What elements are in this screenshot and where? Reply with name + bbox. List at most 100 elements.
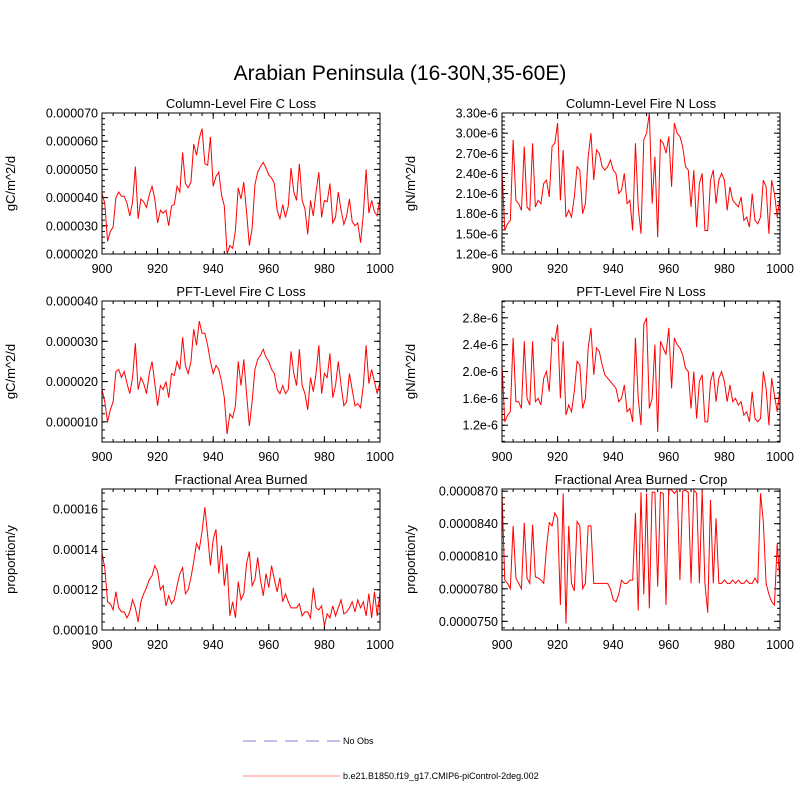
y-tick-label: 2.40e-6	[456, 167, 498, 181]
legend-label-no-obs: No Obs	[343, 736, 374, 746]
y-axis-label: gC/m^2/d	[3, 156, 18, 211]
y-tick-label: 0.00012	[53, 583, 98, 597]
plot-frame	[501, 112, 781, 255]
x-tick-label: 900	[492, 638, 513, 652]
legend-label-model: b.e21.B1850.f19_g17.CMIP6-piControl-2deg…	[343, 771, 539, 781]
chart-title: Fractional Area Burned	[175, 472, 308, 487]
figure-title: Arabian Peninsula (16-30N,35-60E)	[234, 62, 567, 85]
x-tick-label: 1000	[766, 262, 794, 276]
x-tick-label: 940	[203, 638, 224, 652]
y-tick-label: 3.00e-6	[456, 127, 498, 141]
y-tick-label: 1.6e-6	[463, 392, 498, 406]
y-axis-label: gN/m^2/d	[403, 156, 418, 211]
chart-panel-2: Column-Level Fire N Loss 900 920 940 960 980 1…	[403, 96, 794, 276]
y-tick-label: 0.000070	[46, 107, 98, 121]
x-tick-label: 960	[258, 450, 279, 464]
chart-title: PFT-Level Fire C Loss	[176, 284, 306, 299]
series-line-1	[101, 128, 381, 255]
y-tick-label: 0.0000750	[439, 615, 498, 629]
plot-frame	[101, 488, 381, 631]
x-tick-label: 900	[92, 262, 113, 276]
y-axis-label: proportion/y	[3, 525, 18, 594]
y-tick-label: 1.2e-6	[463, 419, 498, 433]
y-tick-label: 0.00014	[53, 543, 98, 557]
x-tick-label: 940	[203, 262, 224, 276]
y-tick-label: 0.0000810	[439, 550, 498, 564]
series-line-1	[101, 321, 381, 435]
series-line-1	[501, 317, 781, 432]
x-tick-label: 980	[314, 262, 335, 276]
y-tick-label: 0.0000780	[439, 582, 498, 596]
y-tick-label: 0.000020	[46, 248, 98, 262]
x-tick-label: 960	[658, 638, 679, 652]
y-axis-label: gC/m^2/d	[3, 344, 18, 399]
y-tick-label: 0.000040	[46, 295, 98, 309]
plot-frame	[101, 112, 381, 255]
x-tick-label: 920	[147, 262, 168, 276]
chart-title: PFT-Level Fire N Loss	[576, 284, 706, 299]
x-tick-label: 1000	[366, 638, 394, 652]
x-tick-label: 940	[603, 262, 624, 276]
x-tick-label: 900	[92, 638, 113, 652]
x-tick-label: 960	[258, 638, 279, 652]
x-tick-label: 920	[147, 450, 168, 464]
series-line-1	[501, 488, 781, 624]
chart-title: Fractional Area Burned - Crop	[555, 472, 728, 487]
y-tick-label: 1.80e-6	[456, 207, 498, 221]
y-tick-label: 0.000040	[46, 191, 98, 205]
x-tick-label: 900	[492, 262, 513, 276]
x-tick-label: 960	[658, 262, 679, 276]
x-tick-label: 900	[92, 450, 113, 464]
x-tick-label: 980	[714, 450, 735, 464]
x-tick-label: 980	[314, 638, 335, 652]
series-line-1	[501, 112, 781, 238]
chart-title: Column-Level Fire N Loss	[566, 96, 717, 111]
x-tick-label: 940	[603, 638, 624, 652]
y-tick-label: 0.000020	[46, 375, 98, 389]
y-tick-label: 0.000050	[46, 163, 98, 177]
y-tick-label: 0.00010	[53, 624, 98, 638]
y-tick-label: 2.70e-6	[456, 147, 498, 161]
y-tick-label: 1.20e-6	[456, 248, 498, 262]
y-axis-label: proportion/y	[403, 525, 418, 594]
x-tick-label: 980	[314, 450, 335, 464]
x-tick-label: 920	[547, 638, 568, 652]
x-tick-label: 1000	[766, 638, 794, 652]
x-tick-label: 960	[258, 262, 279, 276]
chart-panels: Column-Level Fire C Loss 900 920 940 960 980 1…	[3, 96, 794, 652]
y-tick-label: 0.00016	[53, 503, 98, 517]
y-tick-label: 2.10e-6	[456, 187, 498, 201]
x-tick-label: 940	[203, 450, 224, 464]
chart-title: Column-Level Fire C Loss	[166, 96, 317, 111]
y-tick-label: 0.0000840	[439, 517, 498, 531]
legend: No Obs b.e21.B1850.f19_g17.CMIP6-piContr…	[243, 736, 539, 781]
x-tick-label: 980	[714, 638, 735, 652]
x-tick-label: 920	[547, 262, 568, 276]
y-tick-label: 2.4e-6	[463, 338, 498, 352]
chart-panel-3: PFT-Level Fire C Loss 900 920 940 960 980 1000…	[3, 284, 394, 464]
x-tick-label: 1000	[366, 450, 394, 464]
x-tick-label: 920	[547, 450, 568, 464]
x-tick-label: 960	[658, 450, 679, 464]
y-tick-label: 2.0e-6	[463, 365, 498, 379]
x-tick-label: 900	[492, 450, 513, 464]
chart-panel-4: PFT-Level Fire N Loss 900 920 940 960 980 1000…	[403, 284, 794, 464]
plot-frame	[101, 300, 381, 443]
y-tick-label: 0.000060	[46, 135, 98, 149]
x-tick-label: 920	[147, 638, 168, 652]
chart-panel-1: Column-Level Fire C Loss 900 920 940 960 980 1…	[3, 96, 394, 276]
x-tick-label: 1000	[766, 450, 794, 464]
x-tick-label: 940	[603, 450, 624, 464]
series-line-1	[101, 507, 381, 627]
chart-panel-5: Fractional Area Burned 900 920 940 960 980 100…	[3, 472, 394, 652]
y-tick-label: 0.0000870	[439, 485, 498, 499]
y-tick-label: 2.8e-6	[463, 311, 498, 325]
y-tick-label: 0.000030	[46, 335, 98, 349]
y-tick-label: 0.000030	[46, 219, 98, 233]
chart-panel-6: Fractional Area Burned - Crop 900 920 940 96…	[403, 472, 794, 652]
x-tick-label: 980	[714, 262, 735, 276]
y-axis-label: gN/m^2/d	[403, 344, 418, 399]
x-tick-label: 1000	[366, 262, 394, 276]
y-tick-label: 1.50e-6	[456, 227, 498, 241]
